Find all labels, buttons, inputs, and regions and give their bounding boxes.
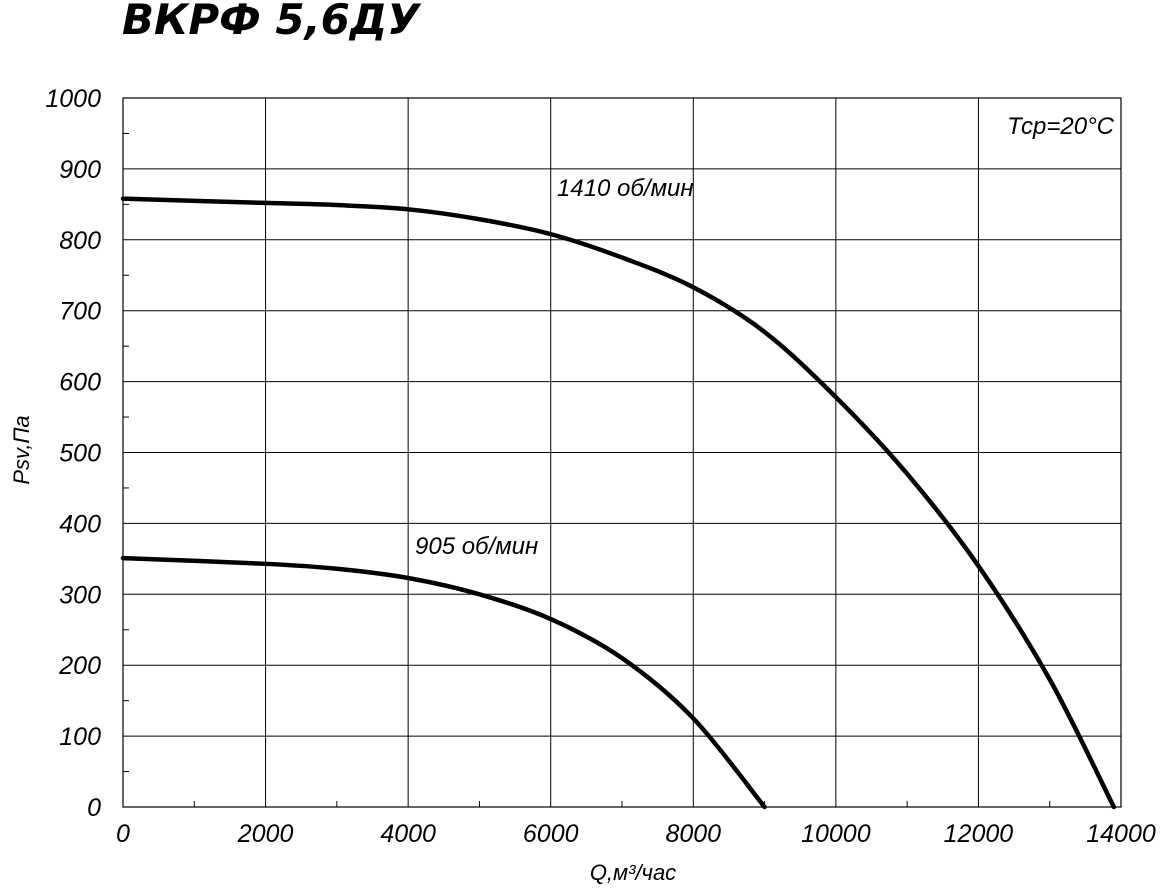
- y-tick-label: 700: [59, 298, 101, 326]
- y-tick-label: 100: [59, 723, 101, 751]
- x-tick-label: 12000: [944, 820, 1014, 848]
- y-tick-label: 600: [59, 369, 101, 397]
- y-tick-label: 300: [59, 581, 101, 609]
- series-905-label: 905 об/мин: [415, 533, 538, 560]
- series-line-905: [120, 555, 767, 810]
- y-tick-label: 1000: [45, 85, 101, 113]
- y-tick-label: 200: [58, 652, 101, 680]
- minor-ticks: [123, 132, 1051, 807]
- x-tick-label: 14000: [1086, 820, 1156, 848]
- x-tick-label: 0: [116, 820, 130, 848]
- series-line-1410: [120, 196, 1117, 810]
- temperature-annotation: Тср=20°С: [1007, 113, 1115, 140]
- chart-title: ВКРФ 5,6ДУ: [122, 0, 422, 44]
- x-tick-label: 10000: [801, 820, 871, 848]
- curves: [120, 196, 1117, 810]
- series-1410-label: 1410 об/мин: [557, 175, 694, 202]
- x-axis-label: Q,м³/час: [590, 860, 676, 885]
- y-tick-label: 900: [59, 156, 101, 184]
- y-axis-ticks: 0 100 200 300 400 500 600 700 800 900 1000: [45, 85, 101, 822]
- x-tick-label: 2000: [237, 820, 294, 848]
- y-tick-label: 500: [59, 440, 101, 468]
- x-tick-label: 6000: [523, 820, 579, 848]
- y-tick-label: 0: [87, 794, 101, 822]
- y-axis-label: Psv,Па: [9, 415, 34, 484]
- x-tick-label: 4000: [380, 820, 436, 848]
- x-tick-label: 8000: [665, 820, 721, 848]
- x-axis-ticks: 0 2000 4000 6000 8000 10000 12000 14000: [116, 820, 1156, 848]
- y-tick-label: 800: [59, 227, 101, 255]
- y-tick-label: 400: [59, 510, 101, 538]
